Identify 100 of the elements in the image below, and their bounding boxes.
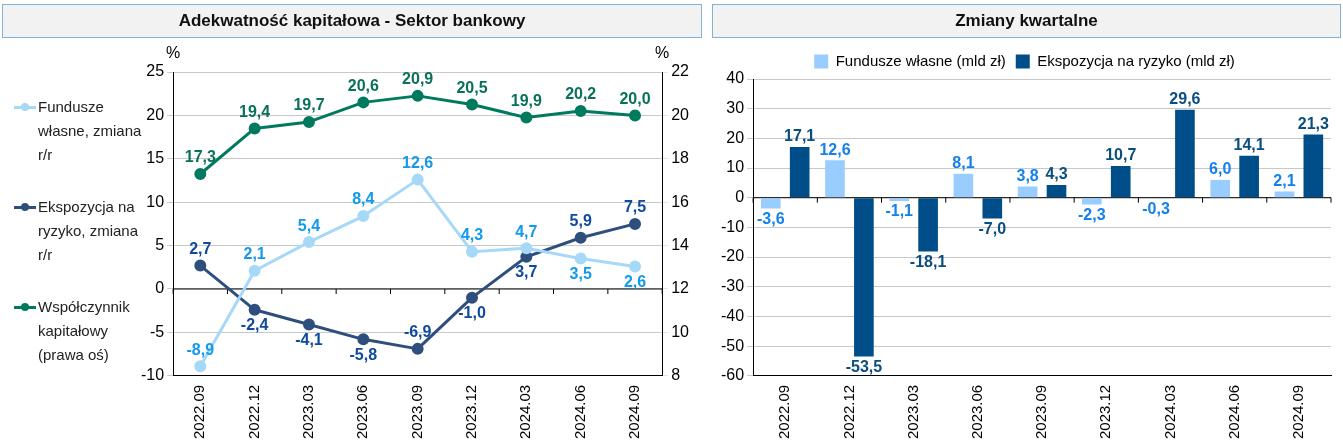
point [466,98,479,111]
data-label: 17,1 [784,127,816,145]
point [302,236,315,249]
data-label: 19,4 [239,102,271,120]
y2-tick-label: 12 [671,279,690,297]
y-tick-label: -30 [721,277,745,295]
x-tick-label: 2023.06 [967,384,985,440]
x-tick-label: 2022.12 [839,384,857,440]
data-label: -1,1 [885,202,914,220]
data-label: 19,9 [510,91,543,109]
bar [1017,186,1038,198]
point [411,173,424,186]
data-label: 2,7 [189,239,212,257]
bar [1239,155,1259,198]
data-label: 14,1 [1233,136,1265,154]
bar [982,198,1003,219]
data-label: -0,3 [1142,200,1170,218]
x-tick-label: 2024.03 [1160,384,1178,440]
x-tick-label: 2023.03 [299,384,317,440]
y-tick-label: -20 [721,247,745,265]
point [520,111,533,124]
bar [1110,165,1131,198]
bar [1175,109,1195,198]
data-label: 2,6 [623,272,647,290]
point [302,318,315,331]
x-tick-label: 2023.03 [903,384,921,440]
point [248,264,261,277]
y2-axis-title: % [655,44,670,62]
y-tick-label: 5 [155,235,165,253]
point [248,122,261,135]
x-tick-label: 2024.03 [516,384,534,440]
x-tick-label: 2023.12 [1096,384,1114,440]
data-label: 3,5 [569,265,592,283]
bar [1046,184,1067,198]
point [520,242,533,255]
point [194,259,207,272]
data-label: -2,3 [1078,205,1106,223]
data-label: 20,9 [402,70,434,88]
y-tick-label: 15 [146,149,165,167]
y-tick-label: 20 [726,128,745,146]
x-tick-label: 2023.09 [407,384,425,440]
chart-title: Zmiany kwartalne [712,4,1341,38]
y-tick-label: -10 [721,217,745,235]
x-tick-label: 2024.06 [570,384,588,440]
y-tick-label: -50 [721,336,745,354]
y2-tick-label: 16 [671,192,690,210]
bar [953,173,974,198]
y-tick-label: 25 [146,62,165,80]
bar [760,198,781,209]
data-label: -7,0 [978,219,1007,237]
legend-label: Współczynnik kapitałowy (prawa oś) [37,297,131,365]
data-label: 5,4 [297,216,321,234]
point [629,109,642,122]
point [194,360,207,373]
data-label: 4,3 [1045,165,1068,183]
point [248,303,261,316]
point [466,245,479,258]
data-label: 10,7 [1105,146,1137,164]
data-label: -53,5 [845,357,883,375]
y-tick-label: 40 [726,69,745,87]
y2-tick-label: 22 [671,62,690,80]
legend-label: Ekspozycja na ryzyko, zmiana r/r [38,198,139,263]
legend-label: Fundusze własne (mld zł) [835,51,1006,69]
data-label: -1,0 [458,304,486,322]
data-label: 3,8 [1016,166,1039,184]
point [411,342,424,355]
data-label: -3,6 [756,209,785,227]
bar [825,160,845,198]
data-label: 8,1 [952,154,975,172]
point [194,167,207,180]
bar [789,146,810,198]
y-tick-label: 0 [155,279,165,297]
legend-label: Ekspozycja na ryzyko (mld zł) [1037,51,1235,69]
bar [854,198,874,357]
chart-title: Adekwatność kapitałowa - Sektor bankowy [2,4,702,38]
data-label: 5,9 [569,212,592,230]
y2-tick-label: 8 [671,366,681,384]
x-tick-label: 2024.06 [1224,384,1242,440]
x-tick-label: 2023.09 [1032,384,1050,440]
data-label: 19,7 [293,96,325,114]
x-tick-label: 2023.06 [353,384,371,440]
data-label: 12,6 [819,140,851,158]
data-label: -18,1 [909,252,947,270]
y-tick-label: -60 [721,366,745,384]
y-tick-label: 20 [146,105,165,123]
data-label: 20,6 [347,76,379,94]
data-label: -2,4 [240,316,269,334]
x-tick-label: 2022.09 [775,384,793,440]
data-label: 6,0 [1209,160,1232,178]
data-label: -8,9 [186,340,215,358]
y2-tick-label: 10 [671,322,690,340]
y-tick-label: -40 [721,306,745,324]
bar [918,198,938,252]
point [574,252,587,265]
data-label: 4,7 [515,222,538,240]
data-label: 29,6 [1169,90,1201,108]
point [466,291,479,304]
bar [889,198,910,201]
data-label: -5,8 [349,345,378,363]
bar [1303,134,1324,198]
